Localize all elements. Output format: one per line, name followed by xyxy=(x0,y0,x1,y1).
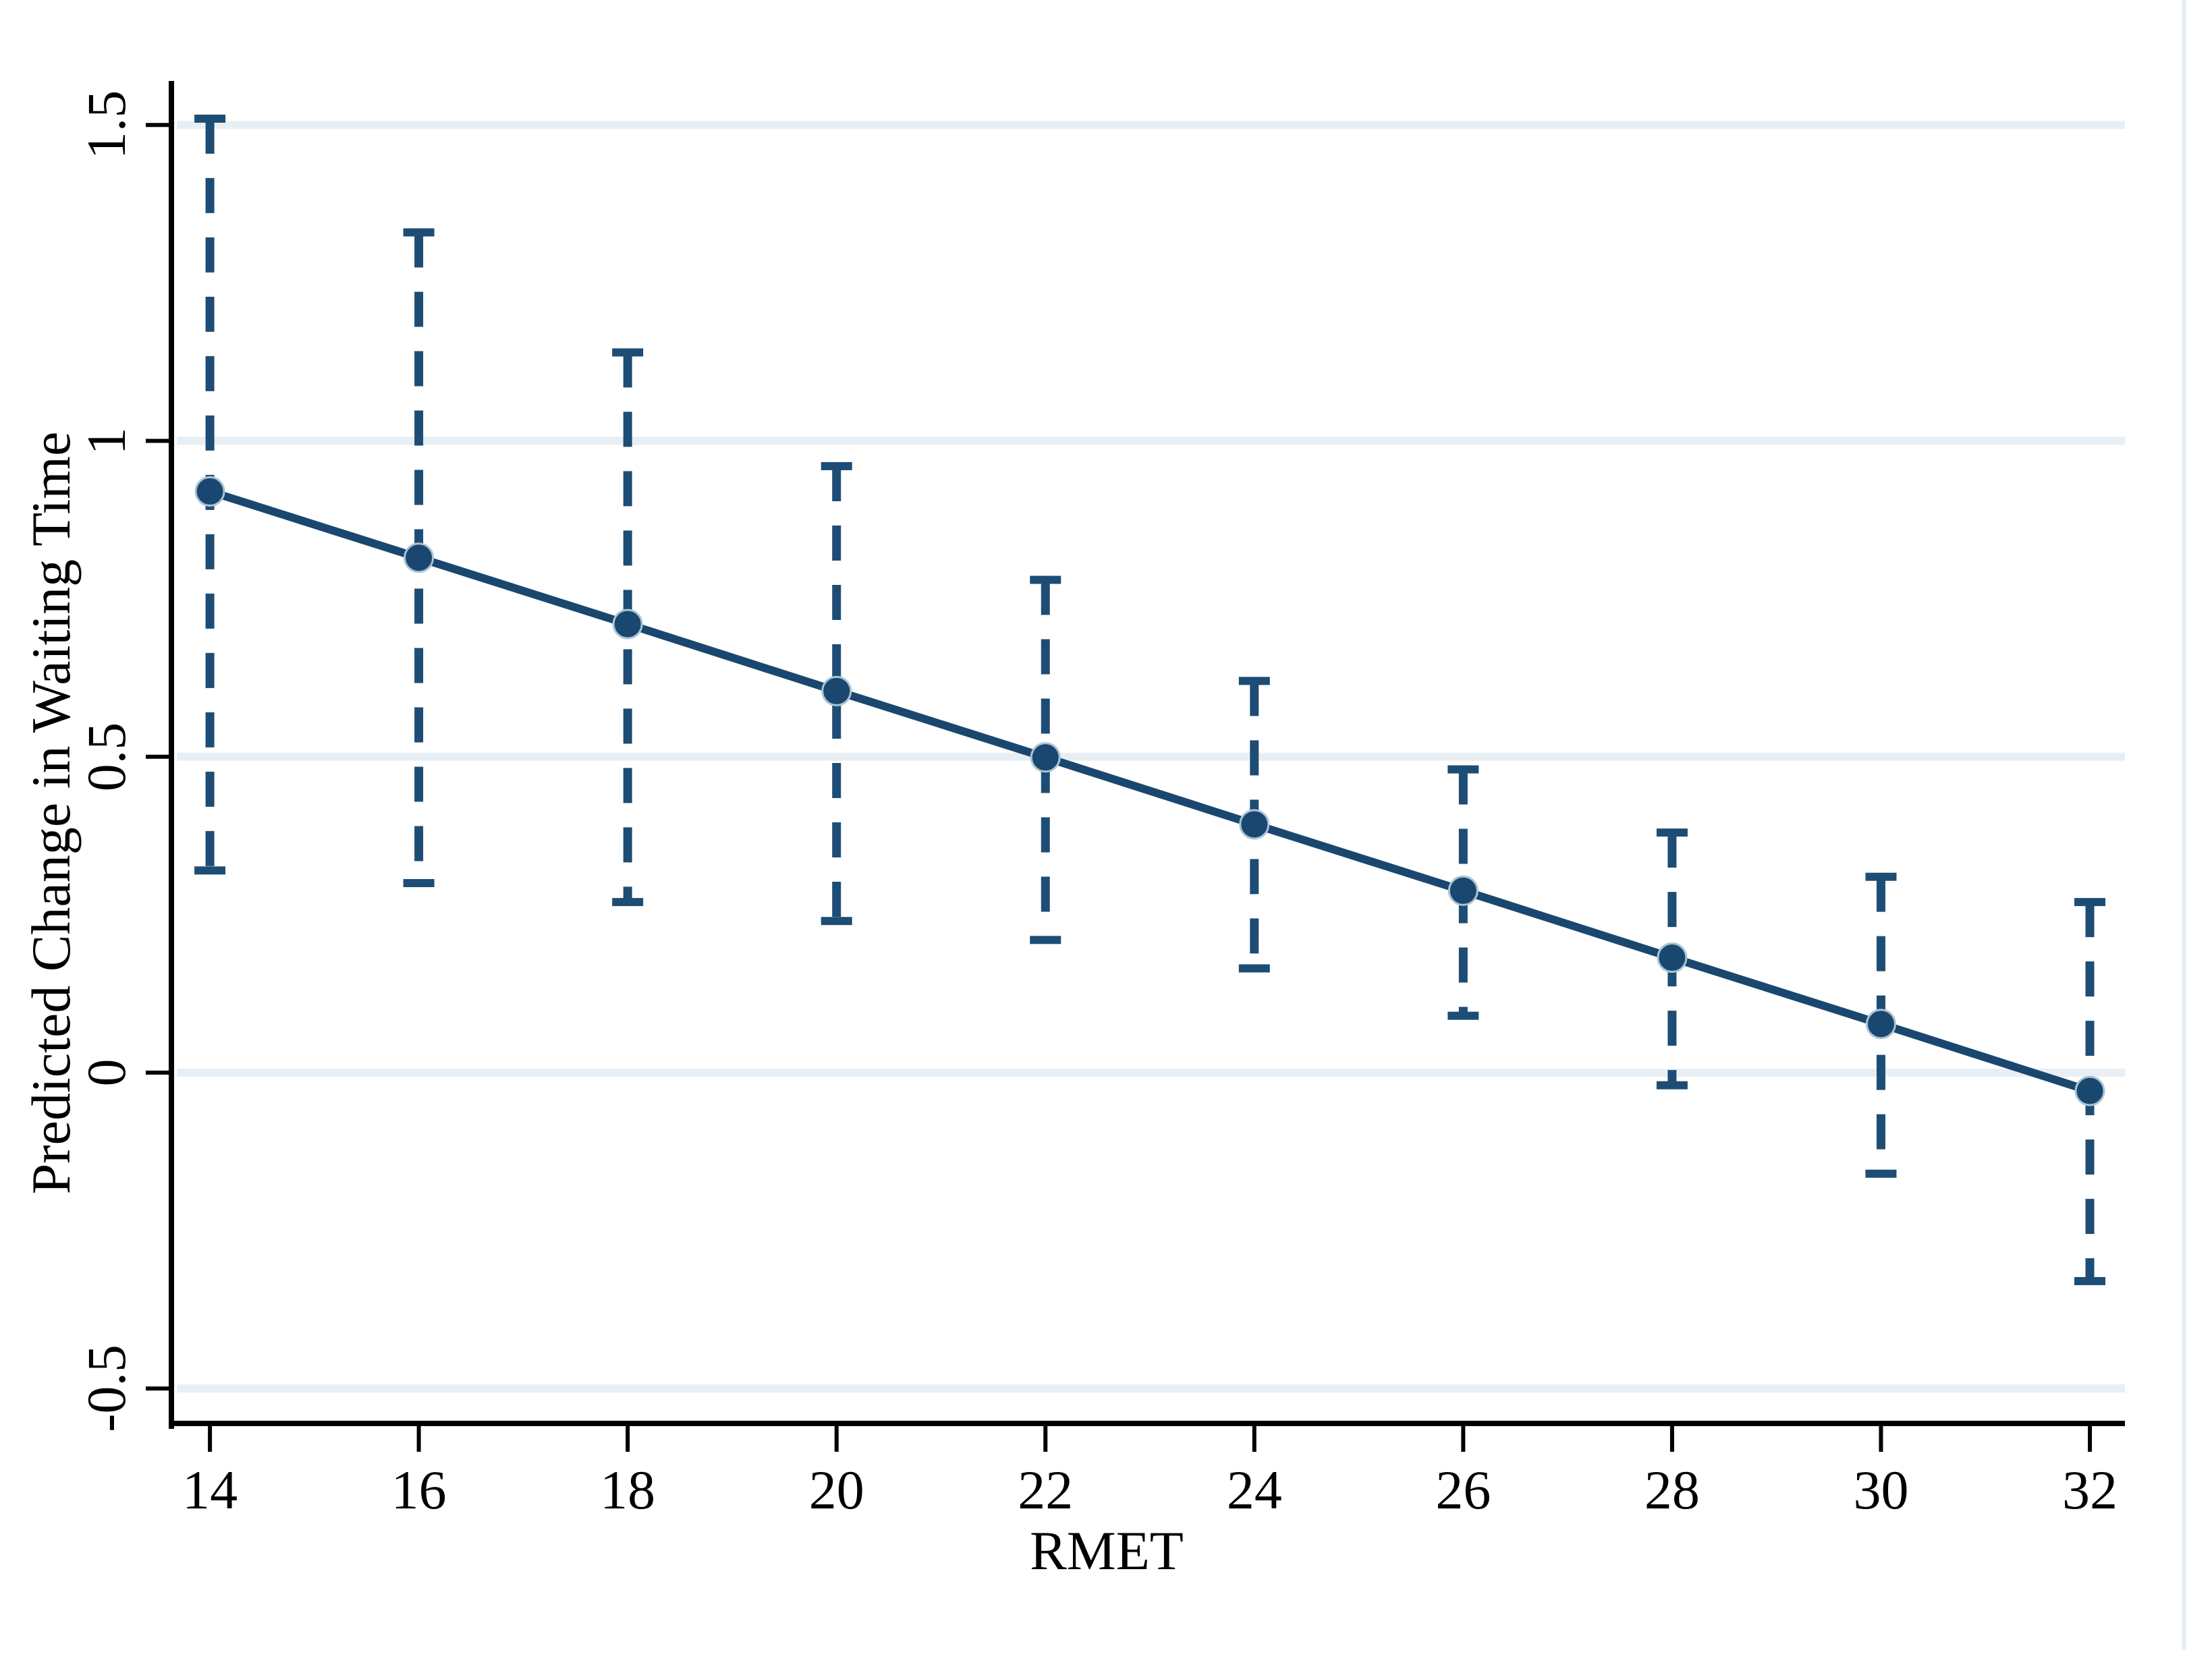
error-bar-cap-upper xyxy=(1238,677,1270,685)
x-tick-label: 24 xyxy=(1226,1459,1282,1521)
x-tick-label: 18 xyxy=(600,1459,656,1521)
x-tick-label: 22 xyxy=(1018,1459,1074,1521)
y-gridline xyxy=(177,436,2125,445)
x-tick xyxy=(1669,1426,1674,1452)
data-point-marker xyxy=(1030,742,1061,773)
x-tick-label: 28 xyxy=(1644,1459,1700,1521)
x-tick xyxy=(1879,1426,1883,1452)
error-bar-cap-lower xyxy=(1656,1081,1688,1090)
error-bar-cap-upper xyxy=(194,114,226,123)
y-gridline xyxy=(177,1068,2125,1077)
y-tick-label: 0 xyxy=(76,1058,137,1087)
x-tick-label: 14 xyxy=(182,1459,238,1521)
data-point-marker xyxy=(1239,809,1270,840)
x-tick-label: 20 xyxy=(808,1459,864,1521)
error-bar-cap-lower xyxy=(821,917,852,926)
x-tick xyxy=(208,1426,213,1452)
y-axis-line xyxy=(169,81,174,1429)
error-bar-cap-lower xyxy=(1447,1011,1479,1020)
error-bar-cap-lower xyxy=(2074,1277,2105,1286)
y-tick xyxy=(146,123,169,128)
data-point-marker xyxy=(1657,942,1688,973)
x-tick xyxy=(626,1426,630,1452)
y-tick xyxy=(146,1070,169,1075)
x-tick xyxy=(1043,1426,1048,1452)
y-gridline xyxy=(177,1384,2125,1393)
x-tick xyxy=(1252,1426,1256,1452)
y-gridline xyxy=(177,121,2125,130)
plot-right-border xyxy=(2182,0,2186,1649)
y-tick xyxy=(146,1386,169,1391)
y-tick-label: -0.5 xyxy=(76,1345,137,1433)
error-bar-cap-lower xyxy=(1030,936,1061,944)
error-bar-cap-upper xyxy=(612,348,644,357)
error-bar-cap-upper xyxy=(1656,828,1688,837)
x-tick xyxy=(416,1426,421,1452)
error-bar-cap-lower xyxy=(1238,964,1270,973)
x-tick xyxy=(834,1426,839,1452)
x-tick-label: 16 xyxy=(391,1459,447,1521)
x-tick-label: 30 xyxy=(1853,1459,1909,1521)
error-bar-cap-upper xyxy=(403,228,435,237)
data-point-marker xyxy=(404,542,435,573)
error-bar-cap-lower xyxy=(1865,1169,1897,1178)
x-axis-title: RMET xyxy=(1030,1520,1184,1581)
y-axis-title: Predicted Change in Waiting Time xyxy=(20,431,82,1195)
trend-line xyxy=(209,487,2091,1095)
data-point-marker xyxy=(612,609,643,640)
error-bar-cap-upper xyxy=(1447,765,1479,774)
error-bar-cap-upper xyxy=(2074,898,2105,907)
error-bar-cap-upper xyxy=(1030,575,1061,584)
data-point-marker xyxy=(194,476,225,507)
x-tick xyxy=(1461,1426,1466,1452)
y-tick-label: 1.5 xyxy=(76,90,137,160)
data-point-marker xyxy=(1447,875,1478,906)
y-tick xyxy=(146,754,169,759)
error-bar-cap-lower xyxy=(194,866,226,875)
error-bar-cap-lower xyxy=(612,898,644,907)
y-tick xyxy=(146,439,169,443)
data-point-marker xyxy=(821,675,852,706)
data-point-marker xyxy=(1865,1009,1896,1040)
error-bar-cap-upper xyxy=(821,461,852,470)
x-tick-label: 32 xyxy=(2062,1459,2118,1521)
x-tick xyxy=(2087,1426,2092,1452)
x-tick-label: 26 xyxy=(1435,1459,1491,1521)
y-gridline xyxy=(177,752,2125,761)
error-bar-cap-lower xyxy=(403,879,435,888)
error-bar-cap-upper xyxy=(1865,872,1897,881)
y-tick-label: 1 xyxy=(76,427,137,455)
data-point-marker xyxy=(2074,1075,2105,1106)
y-tick-label: 0.5 xyxy=(76,722,137,791)
x-axis-line xyxy=(169,1421,2125,1426)
